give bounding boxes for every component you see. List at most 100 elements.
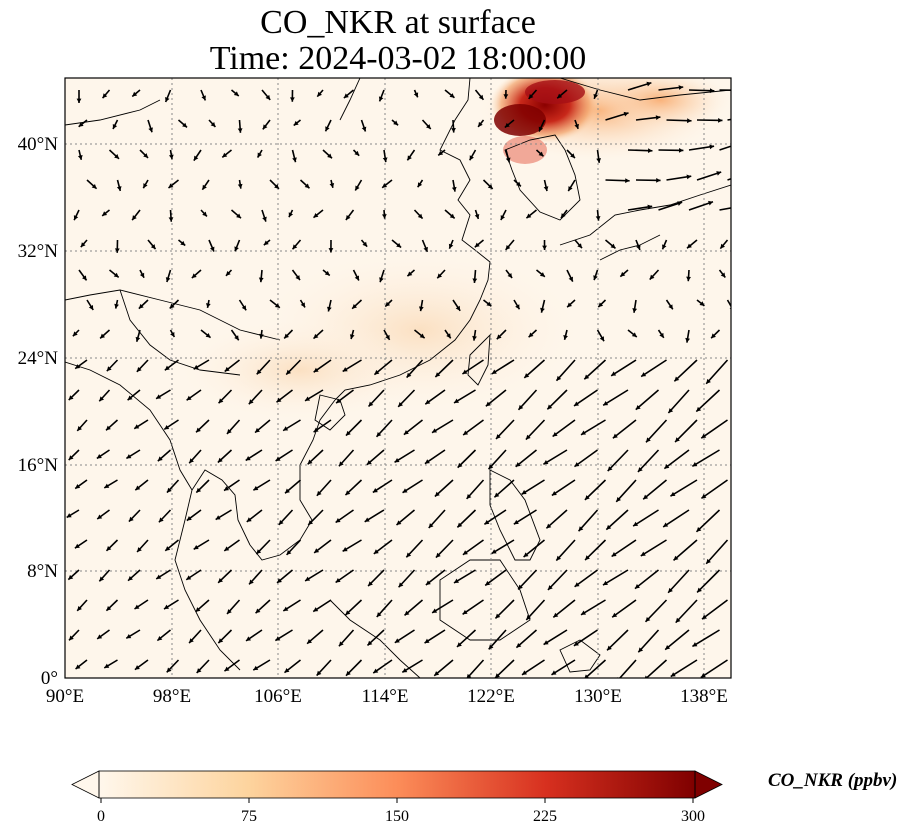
wind-vector-head (637, 467, 643, 472)
wind-vector-head (224, 546, 230, 551)
wind-vector-head (218, 638, 224, 644)
wind-vector-head (616, 496, 621, 502)
wind-vector-head (547, 585, 553, 590)
wind-vector-head (518, 584, 523, 590)
wind-vector (545, 509, 568, 529)
wind-vector-head (668, 587, 673, 593)
wind-vector-head (516, 181, 521, 187)
wind-vector-head (426, 124, 431, 130)
lat-label: 32°N (18, 241, 59, 262)
wind-vector (552, 599, 576, 619)
wind-vector-head (245, 456, 251, 461)
wind-vector-head (574, 123, 579, 129)
wind-vector-head (355, 185, 360, 191)
wind-vector-head (547, 404, 553, 410)
wind-vector-head (432, 428, 438, 433)
wind-vector-head (644, 675, 648, 678)
wind-vector-head (478, 121, 483, 127)
wind-vector-head (316, 670, 322, 676)
wind-vector-head (516, 642, 522, 648)
wind-vector-head (402, 488, 408, 493)
wind-vector-head (574, 582, 580, 587)
wind-vector (555, 359, 576, 382)
wind-vector-head (472, 335, 477, 341)
wind-vector-head (106, 366, 112, 372)
wind-vector-head (701, 433, 707, 439)
wind-vector-head (610, 243, 616, 249)
wind-vector-head (699, 301, 705, 306)
colorbar-tick: 75 (241, 808, 257, 825)
wind-vector-head (189, 458, 194, 464)
wind-vector-head (166, 487, 172, 493)
wind-vector-head (394, 457, 400, 463)
wind-vector-head (435, 372, 441, 377)
wind-vector-head (655, 115, 661, 120)
wind-vector-head (248, 399, 254, 405)
lat-label: 24°N (18, 348, 59, 369)
wind-vector (719, 145, 731, 151)
wind-vector-head (205, 333, 211, 338)
wind-vector-head (675, 437, 680, 443)
wind-vector-head (741, 88, 745, 93)
wind-vector-head (74, 543, 80, 549)
wind-vector-head (513, 519, 519, 525)
wind-vector-head (495, 673, 500, 678)
wind-vector-head (224, 366, 230, 372)
wind-vector-head (720, 243, 725, 249)
colorbar-extend-max (694, 770, 723, 799)
wind-vector-head (382, 157, 388, 163)
wind-vector (547, 569, 568, 591)
wind-vector-head (284, 667, 290, 673)
wind-vector-head (225, 270, 231, 276)
lat-label: 8°N (27, 561, 58, 582)
wind-vector-head (606, 524, 612, 530)
wind-vector-head (504, 122, 510, 128)
wind-vector (525, 419, 546, 441)
wind-vector (583, 359, 607, 380)
wind-vector-head (195, 607, 201, 612)
wind-vector (573, 629, 598, 647)
wind-vector-head (274, 303, 280, 308)
wind-vector-head (186, 516, 192, 521)
wind-vector-head (448, 243, 454, 249)
wind-vector (618, 659, 637, 678)
wind-vector-head (255, 608, 261, 614)
wind-vector (701, 599, 728, 620)
wind-vector-head (368, 581, 373, 587)
wind-vector-head (68, 455, 74, 461)
wind-vector (640, 359, 667, 378)
wind-vector (673, 359, 698, 382)
wind-vector-head (696, 406, 702, 412)
wind-vector (543, 629, 568, 646)
wind-vector-head (640, 551, 646, 556)
wind-vector-head (402, 668, 408, 673)
wind-vector-head (687, 243, 692, 249)
wind-vector-head (515, 304, 520, 310)
wind-vector-head (189, 638, 194, 644)
wind-vector-head (462, 369, 468, 375)
wind-vector-head (317, 91, 322, 97)
wind-vector-head (75, 664, 81, 670)
wind-vector-head (336, 398, 342, 404)
wind-vector-head (602, 580, 608, 586)
wind-vector-head (500, 215, 506, 221)
wind-vector-head (538, 126, 544, 132)
wind-vector (634, 569, 659, 590)
wind-vector (662, 509, 690, 528)
wind-vector-head (581, 610, 587, 615)
wind-vector-head (284, 333, 289, 339)
wind-vector-head (241, 305, 247, 311)
wind-vector-head (143, 183, 148, 189)
wind-vector-head (524, 373, 530, 378)
wind-vector-head (263, 240, 269, 246)
wind-vector-head (462, 609, 468, 615)
wind-vector-head (226, 429, 232, 434)
wind-vector-head (403, 430, 409, 435)
wind-vector-head (295, 275, 300, 281)
wind-vector-head (573, 641, 579, 646)
wind-vector-head (428, 523, 434, 529)
wind-vector-head (314, 548, 320, 553)
colorbar: 0 75 150 225 300 (71, 770, 723, 825)
wind-vector-head (417, 213, 423, 219)
